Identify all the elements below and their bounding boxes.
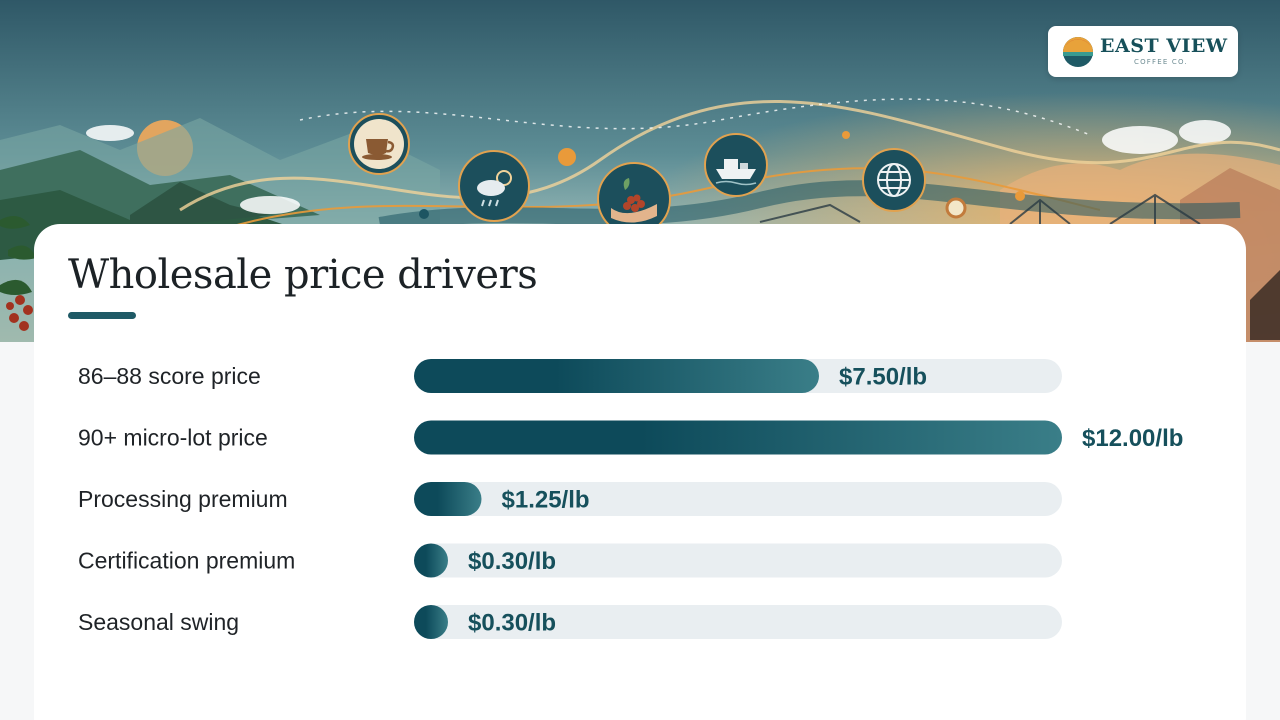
bar-90-micro-lot-price xyxy=(414,420,1062,455)
globe-icon xyxy=(862,148,926,212)
value-label-86-88-score-price: $7.50/lb xyxy=(839,364,927,391)
content-card: 86–88 score price $7.50/lb 90+ micro-lot p… xyxy=(34,224,1246,720)
brand-logo: EAST VIEW COFFEE CO. xyxy=(1048,26,1238,77)
bar-seasonal-swing xyxy=(414,605,448,639)
bar-track-processing-premium xyxy=(414,482,1062,516)
title-underline xyxy=(68,312,136,319)
bar-86-88-score-price xyxy=(414,359,819,393)
category-label-certification-premium: Certification premium xyxy=(78,548,295,574)
brand-tagline: COFFEE CO. xyxy=(1134,58,1188,66)
price-drivers-chart: 86–88 score price $7.50/lb 90+ micro-lot p… xyxy=(78,359,1183,639)
category-label-processing-premium: Processing premium xyxy=(78,486,288,512)
sunrise-logo-icon xyxy=(1063,37,1093,67)
bar-processing-premium xyxy=(414,482,482,516)
page-title: Wholesale price drivers xyxy=(68,252,538,298)
bar-track-seasonal-swing xyxy=(414,605,1062,639)
bar-certification-premium xyxy=(414,543,448,578)
category-label-86-88-score-price: 86–88 score price xyxy=(78,363,261,389)
weather-icon xyxy=(458,150,530,222)
category-label-90-micro-lot-price: 90+ micro-lot price xyxy=(78,425,268,451)
cargo-ship-icon xyxy=(704,133,768,197)
coffee-cup-icon xyxy=(348,113,410,175)
category-label-seasonal-swing: Seasonal swing xyxy=(78,609,239,635)
value-label-90-micro-lot-price: $12.00/lb xyxy=(1082,425,1183,452)
value-label-certification-premium: $0.30/lb xyxy=(468,548,556,575)
value-label-seasonal-swing: $0.30/lb xyxy=(468,610,556,637)
value-label-processing-premium: $1.25/lb xyxy=(502,487,590,514)
brand-name: EAST VIEW xyxy=(1100,35,1228,57)
coffee-cherries-icon xyxy=(597,162,671,236)
bar-track-certification-premium xyxy=(414,543,1062,578)
